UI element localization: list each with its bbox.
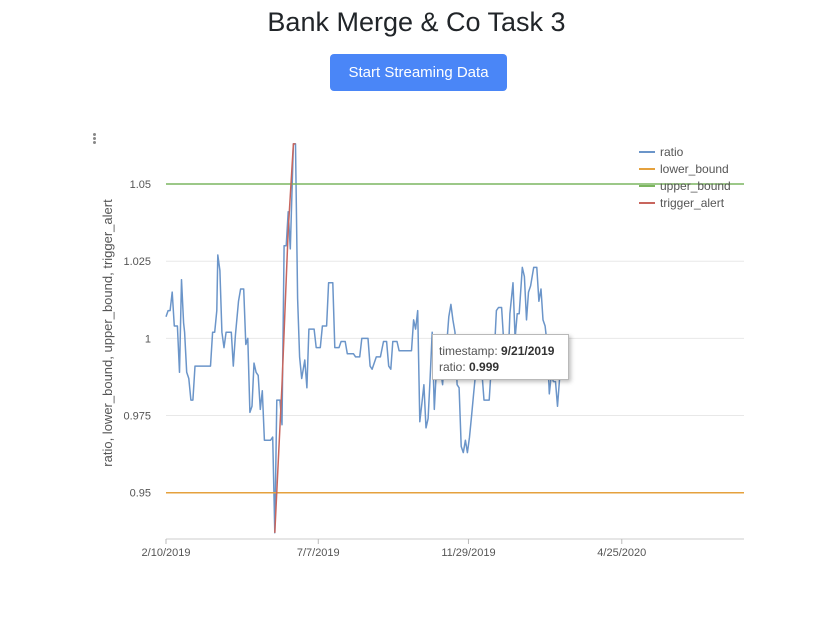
tooltip-ratio-label: ratio: [439,360,466,374]
tooltip-timestamp-label: timestamp: [439,344,498,358]
legend-label: lower_bound [660,162,729,176]
x-tick-label: 7/7/2019 [297,547,340,559]
x-tick-label: 11/29/2019 [441,547,495,559]
legend-label: upper_bound [660,179,731,193]
chart-tooltip: timestamp: 9/21/2019 ratio: 0.999 [432,334,569,380]
x-tick-label: 2/10/2019 [142,547,191,559]
legend-label: ratio [660,145,684,159]
tooltip-timestamp-value: 9/21/2019 [501,344,555,358]
chart-axes: 0.95 0.975 1 1.025 1.05 2/10/2019 7/7/2019 11/2… [100,179,744,559]
series-line-trigger-alert [274,143,296,533]
x-tick-label: 4/25/2020 [597,547,646,559]
y-tick-label: 1.025 [123,256,151,268]
y-tick-label: 0.975 [123,411,151,423]
y-tick-label: 0.95 [130,488,151,500]
legend-label: trigger_alert [660,196,725,210]
y-tick-label: 1.05 [130,179,151,191]
start-streaming-button[interactable]: Start Streaming Data [330,54,507,91]
page-title: Bank Merge & Co Task 3 [267,7,566,37]
chart-menu-icon[interactable] [89,132,99,146]
y-axis-title: ratio, lower_bound, upper_bound, trigger… [100,199,115,467]
y-tick-label: 1 [145,333,151,345]
tooltip-ratio-value: 0.999 [469,360,500,374]
chart-legend: ratio lower_bound upper_bound trigger_alert [639,145,731,210]
